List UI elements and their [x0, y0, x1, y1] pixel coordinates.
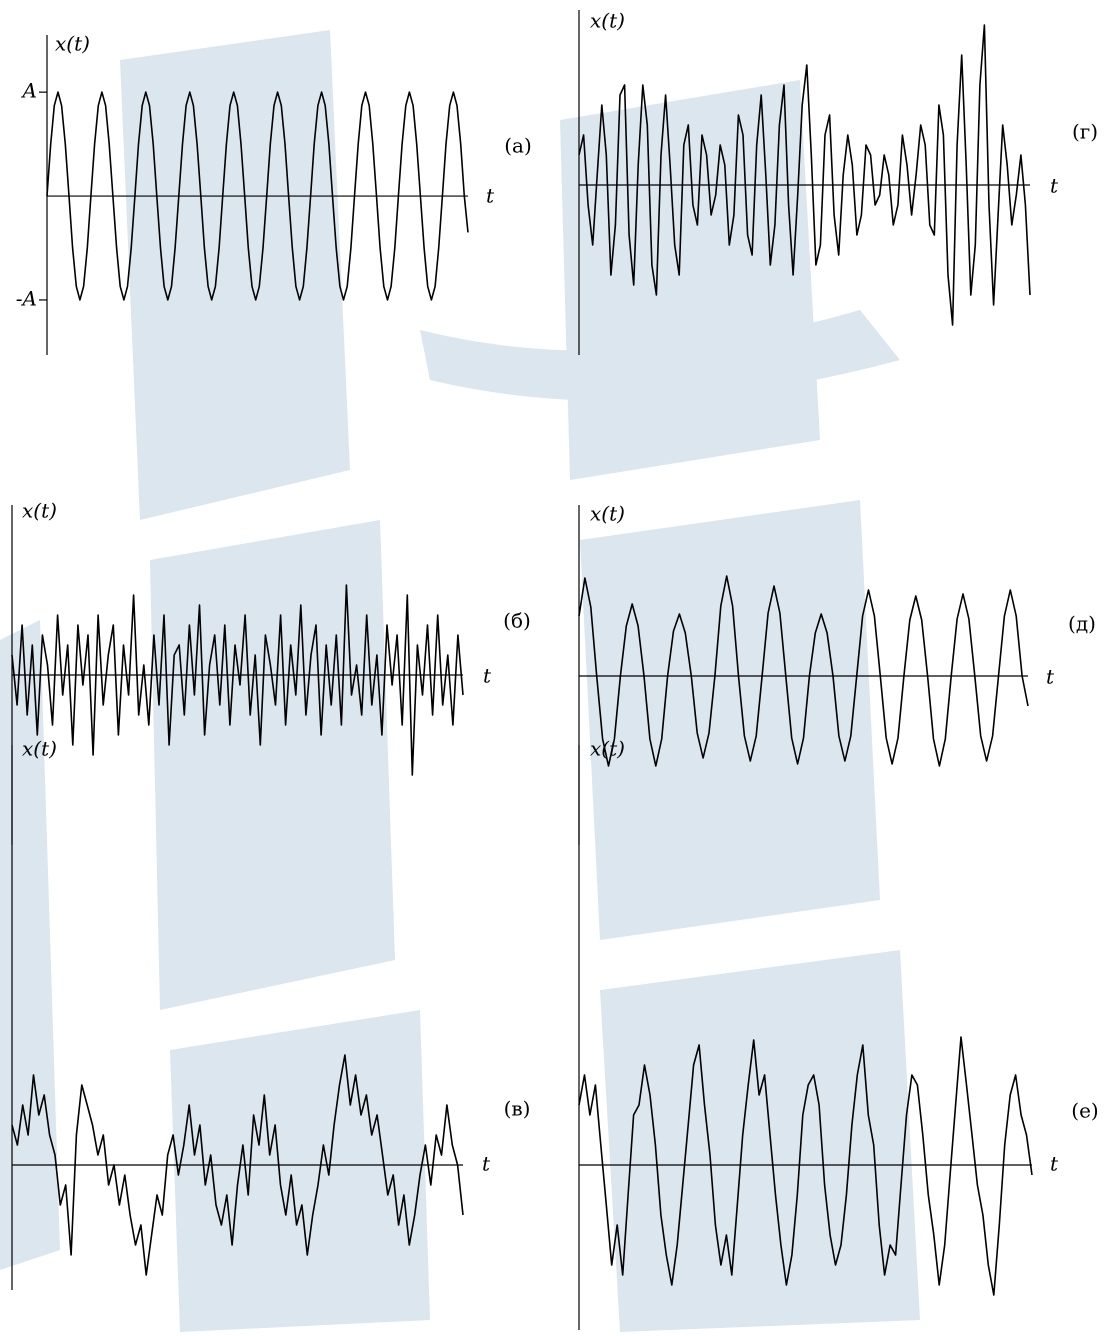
figure: A -A x(t) t (а) x(t) t (б) x(t) t (в) x(t) t (г) x(t) t…: [0, 0, 1110, 1332]
y-axis-label: x(t): [55, 32, 90, 56]
y-tick-label: -A: [16, 286, 37, 310]
x-axis-label: t: [483, 664, 492, 688]
panel-label: (е): [1071, 1099, 1098, 1123]
panel-label: (г): [1072, 120, 1098, 144]
y-axis-label: x(t): [22, 737, 57, 761]
x-axis-label: t: [1046, 665, 1055, 689]
y-axis-label: x(t): [22, 499, 57, 523]
y-axis-label: x(t): [590, 502, 625, 526]
x-axis-label: t: [486, 184, 495, 208]
panel-label: (в): [504, 1097, 531, 1121]
y-axis-label: x(t): [590, 737, 625, 761]
panel-label: (а): [504, 134, 532, 158]
y-axis-label: x(t): [590, 9, 625, 33]
panel-label: (б): [503, 609, 531, 633]
x-axis-label: t: [1050, 1152, 1059, 1176]
x-axis-label: t: [1050, 174, 1059, 198]
panel-label: (д): [1068, 612, 1096, 636]
y-tick-label: A: [21, 79, 37, 103]
x-axis-label: t: [482, 1152, 491, 1176]
